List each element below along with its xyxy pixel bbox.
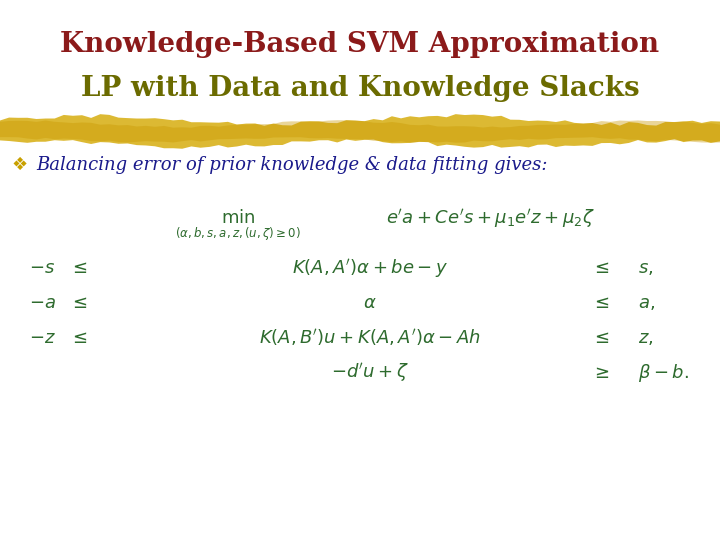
Text: $s,$: $s,$ xyxy=(638,259,653,277)
Text: $a,$: $a,$ xyxy=(638,294,655,312)
Text: $\min$: $\min$ xyxy=(221,209,255,227)
Text: $\leq$: $\leq$ xyxy=(590,329,609,347)
Text: $e'a + Ce's + \mu_1 e'z + \mu_2\zeta$: $e'a + Ce's + \mu_1 e'z + \mu_2\zeta$ xyxy=(386,206,595,230)
Text: $\leq$: $\leq$ xyxy=(590,294,609,312)
Text: $\leq$: $\leq$ xyxy=(68,329,87,347)
Polygon shape xyxy=(0,114,720,148)
Text: $\leq$: $\leq$ xyxy=(68,259,87,277)
Text: $-s$: $-s$ xyxy=(29,259,55,277)
Text: Balancing error of prior knowledge & data fitting gives:: Balancing error of prior knowledge & dat… xyxy=(36,156,547,174)
Text: $-z$: $-z$ xyxy=(29,329,55,347)
Text: $\leq$: $\leq$ xyxy=(590,259,609,277)
Text: $\alpha$: $\alpha$ xyxy=(363,294,377,312)
Text: $-d'u + \zeta$: $-d'u + \zeta$ xyxy=(331,361,409,384)
Text: $\geq$: $\geq$ xyxy=(590,364,609,382)
Text: $z,$: $z,$ xyxy=(638,329,654,347)
Text: $\leq$: $\leq$ xyxy=(68,294,87,312)
Text: $K(A, B')u + K(A, A')\alpha - Ah$: $K(A, B')u + K(A, A')\alpha - Ah$ xyxy=(259,327,481,348)
Text: LP with Data and Knowledge Slacks: LP with Data and Knowledge Slacks xyxy=(81,75,639,102)
Text: $\beta - b.$: $\beta - b.$ xyxy=(638,362,689,384)
Text: $K(A, A')\alpha + be - y$: $K(A, A')\alpha + be - y$ xyxy=(292,256,448,280)
Text: ❖: ❖ xyxy=(12,156,28,174)
Polygon shape xyxy=(0,120,720,143)
Text: $(\alpha,b,s,a,z,(u,\zeta)\geq 0)$: $(\alpha,b,s,a,z,(u,\zeta)\geq 0)$ xyxy=(175,225,301,241)
Text: $-a$: $-a$ xyxy=(29,294,55,312)
Text: Knowledge-Based SVM Approximation: Knowledge-Based SVM Approximation xyxy=(60,31,660,58)
